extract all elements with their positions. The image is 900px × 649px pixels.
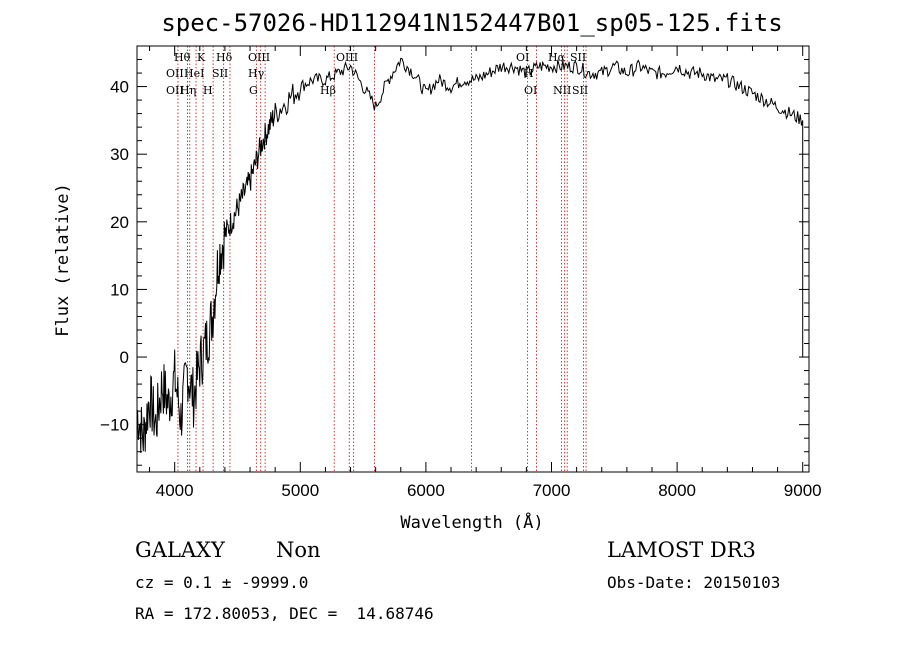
label-h-gamma: Hγ — [248, 67, 265, 80]
x-tick-label: 6000 — [407, 481, 445, 500]
obs-date: Obs-Date: 20150103 — [607, 573, 781, 592]
label-oiii-mid: OIII — [336, 51, 358, 64]
label-oiii: OIII — [248, 51, 270, 64]
x-axis-label: Wavelength (Å) — [400, 511, 543, 533]
label-h: H — [203, 84, 213, 97]
label-sii-bot: SII — [572, 84, 588, 97]
label-h-theta: Hθ — [174, 51, 191, 64]
x-tick-label: 5000 — [281, 481, 319, 500]
label-nii: NII — [553, 84, 571, 97]
emission-line-markers — [177, 46, 587, 472]
y-axis-label: Flux (relative) — [53, 183, 73, 337]
object-subclass: Non — [276, 538, 321, 562]
axis-ticks: 4000 5000 6000 7000 8000 9000 −10 0 10 20 30 40 — [100, 45, 822, 500]
redshift-line: cz = 0.1 ± -9999.0 — [135, 573, 309, 592]
label-g: G — [249, 84, 258, 97]
label-oi-top: OI — [516, 51, 529, 64]
spectrum-line — [136, 57, 804, 454]
y-tick-label: 40 — [110, 78, 129, 97]
y-tick-label: 20 — [110, 213, 129, 232]
label-h-mid: H — [524, 67, 534, 80]
y-tick-label: 10 — [110, 280, 129, 299]
label-oi-bot: OI — [524, 84, 537, 97]
label-oii: OII — [166, 67, 184, 80]
label-oii-2: OII — [166, 84, 184, 97]
y-tick-label: −10 — [100, 416, 129, 435]
object-class: GALAXY — [135, 538, 225, 562]
line-labels: Hθ K Hδ OIII OII HeI SII Hγ OII Hη H G O… — [166, 51, 588, 97]
y-tick-label: 30 — [110, 145, 129, 164]
label-h-alpha: Hα — [548, 51, 566, 64]
label-sii: SII — [212, 67, 228, 80]
label-h-beta: Hβ — [320, 84, 336, 97]
coordinates: RA = 172.80053, DEC = 14.68746 — [135, 604, 434, 623]
survey-name: LAMOST DR3 — [607, 538, 756, 562]
label-hei: HeI — [184, 67, 204, 80]
label-sii-top: SII — [570, 51, 586, 64]
label-h-delta: Hδ — [216, 51, 233, 64]
x-tick-label: 4000 — [156, 481, 194, 500]
x-tick-label: 9000 — [784, 481, 822, 500]
plot-frame — [136, 45, 810, 473]
label-h-eta: Hη — [180, 84, 196, 97]
chart-title: spec-57026-HD112941N152447B01_sp05-125.f… — [161, 9, 782, 37]
x-tick-label: 8000 — [658, 481, 696, 500]
y-tick-label: 0 — [120, 348, 129, 367]
label-k: K — [197, 51, 206, 64]
x-tick-label: 7000 — [533, 481, 571, 500]
